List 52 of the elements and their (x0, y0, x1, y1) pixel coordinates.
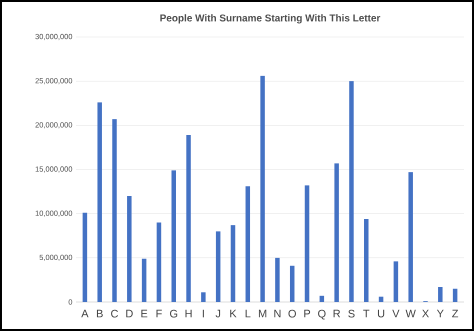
x-tick-label: Z (452, 310, 458, 318)
bar (112, 119, 117, 302)
bar (186, 135, 191, 302)
x-tick-label: U (378, 310, 384, 318)
x-tick-label: V (392, 310, 400, 318)
x-tick-label: S (348, 310, 355, 318)
x-tick-label: X (422, 310, 429, 318)
bar (394, 261, 398, 302)
x-tick-label: I (202, 310, 204, 318)
bar (364, 218, 369, 302)
bar (260, 76, 265, 302)
x-tick-label: N (274, 310, 280, 318)
x-tick-label: J (216, 310, 220, 318)
x-tick-label: M (258, 310, 266, 318)
x-tick-label: G (170, 310, 178, 318)
bar (246, 186, 250, 302)
x-tick-label: R (334, 310, 340, 318)
x-tick-label: C (111, 310, 118, 318)
x-tick-label: D (126, 310, 133, 318)
bar (452, 288, 458, 302)
bar (408, 172, 413, 302)
x-tick-label: A (81, 310, 89, 318)
bar (304, 185, 310, 302)
x-tick-label: O (288, 310, 296, 318)
x-tick-label: H (186, 310, 192, 318)
bar (156, 222, 162, 302)
bar (320, 296, 324, 302)
x-tick-label: B (96, 310, 103, 318)
x-tick-label: K (230, 310, 237, 318)
x-tick-label: F (156, 310, 162, 318)
bar (142, 258, 146, 302)
x-tick-label: T (363, 310, 370, 318)
bar (201, 292, 206, 302)
x-tick-label: Q (318, 310, 326, 320)
x-tick-label: L (246, 310, 250, 318)
bar (127, 196, 132, 302)
chart-title: People With Surname Starting With This Letter (160, 14, 380, 24)
x-tick-label: E (141, 310, 148, 318)
x-tick-label: P (304, 310, 310, 318)
bar (171, 170, 176, 302)
bar (290, 266, 294, 302)
bar (230, 225, 236, 302)
x-tick-label: W (406, 310, 416, 318)
x-tick-label: Y (436, 310, 444, 318)
bar (275, 258, 280, 302)
bar (216, 231, 220, 302)
bar (349, 81, 354, 302)
bar (438, 286, 443, 302)
bar (82, 212, 88, 302)
bar (97, 102, 102, 302)
bar (334, 163, 339, 302)
bar (378, 296, 384, 302)
